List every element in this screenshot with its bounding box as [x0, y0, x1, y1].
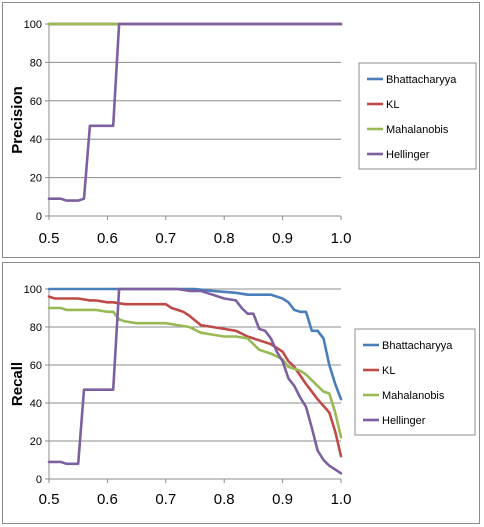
y-axis-label: Precision: [9, 86, 26, 154]
y-tick-label: 0: [36, 211, 42, 223]
y-tick-label: 80: [30, 57, 42, 69]
x-tick-label: 1.0: [331, 491, 352, 508]
y-tick-label: 100: [24, 284, 42, 296]
y-tick-label: 40: [30, 398, 42, 410]
recall-chart: 0 20 40 60 80 100 0.5 0.6 0.7 0.8 0.9 1.0 Recall Bhat…: [9, 284, 476, 508]
y-tick-label: 0: [36, 474, 42, 486]
series-line-hellinger: [47, 22, 343, 202]
x-tick-label: 0.9: [272, 491, 293, 508]
x-tick-label: 0.5: [39, 491, 60, 508]
y-tick-label: 60: [30, 360, 42, 372]
legend-label-hellinger: Hellinger: [382, 415, 426, 427]
legend-label-kl: KL: [386, 99, 399, 111]
x-tick-label: 0.9: [272, 230, 293, 247]
x-tick-label: 0.8: [214, 491, 235, 508]
x-tick-label: 0.7: [155, 491, 176, 508]
legend-box: [358, 62, 477, 170]
series-line-kl: [47, 295, 343, 458]
legend-label-bhattacharyya: Bhattacharyya: [382, 340, 453, 352]
series-line-hellinger: [47, 287, 343, 475]
series-line-bhattacharyya: [47, 287, 343, 401]
legend-label-kl: KL: [382, 365, 395, 377]
legend-label-hellinger: Hellinger: [386, 149, 430, 161]
legend-label-mahalanobis: Mahalanobis: [382, 390, 445, 402]
x-tick-label: 1.0: [331, 230, 352, 247]
recall-chart-panel: 0 20 40 60 80 100 0.5 0.6 0.7 0.8 0.9 1.0 Recall Bhat…: [2, 262, 480, 524]
x-tick-label: 0.6: [97, 491, 118, 508]
y-tick-label: 40: [30, 134, 42, 146]
y-tick-label: 80: [30, 322, 42, 334]
y-axis-label: Recall: [9, 362, 26, 406]
precision-chart: 0 20 40 60 80 100 0.5 0.6 0.7 0.8 0.9 1.0 Precision B…: [9, 19, 477, 247]
y-tick-label: 100: [24, 19, 42, 31]
x-tick-label: 0.7: [155, 230, 176, 247]
precision-chart-panel: 0 20 40 60 80 100 0.5 0.6 0.7 0.8 0.9 1.0 Precision B…: [2, 2, 480, 258]
x-tick-label: 0.5: [39, 230, 60, 247]
legend-label-mahalanobis: Mahalanobis: [386, 124, 449, 136]
y-tick-label: 20: [30, 173, 42, 185]
x-tick-label: 0.8: [214, 230, 235, 247]
y-tick-label: 20: [30, 436, 42, 448]
x-tick-label: 0.6: [97, 230, 118, 247]
y-tick-label: 60: [30, 96, 42, 108]
legend-label-bhattacharyya: Bhattacharyya: [386, 74, 457, 86]
series-line-mahalanobis: [47, 306, 343, 439]
legend-box: [354, 328, 476, 436]
